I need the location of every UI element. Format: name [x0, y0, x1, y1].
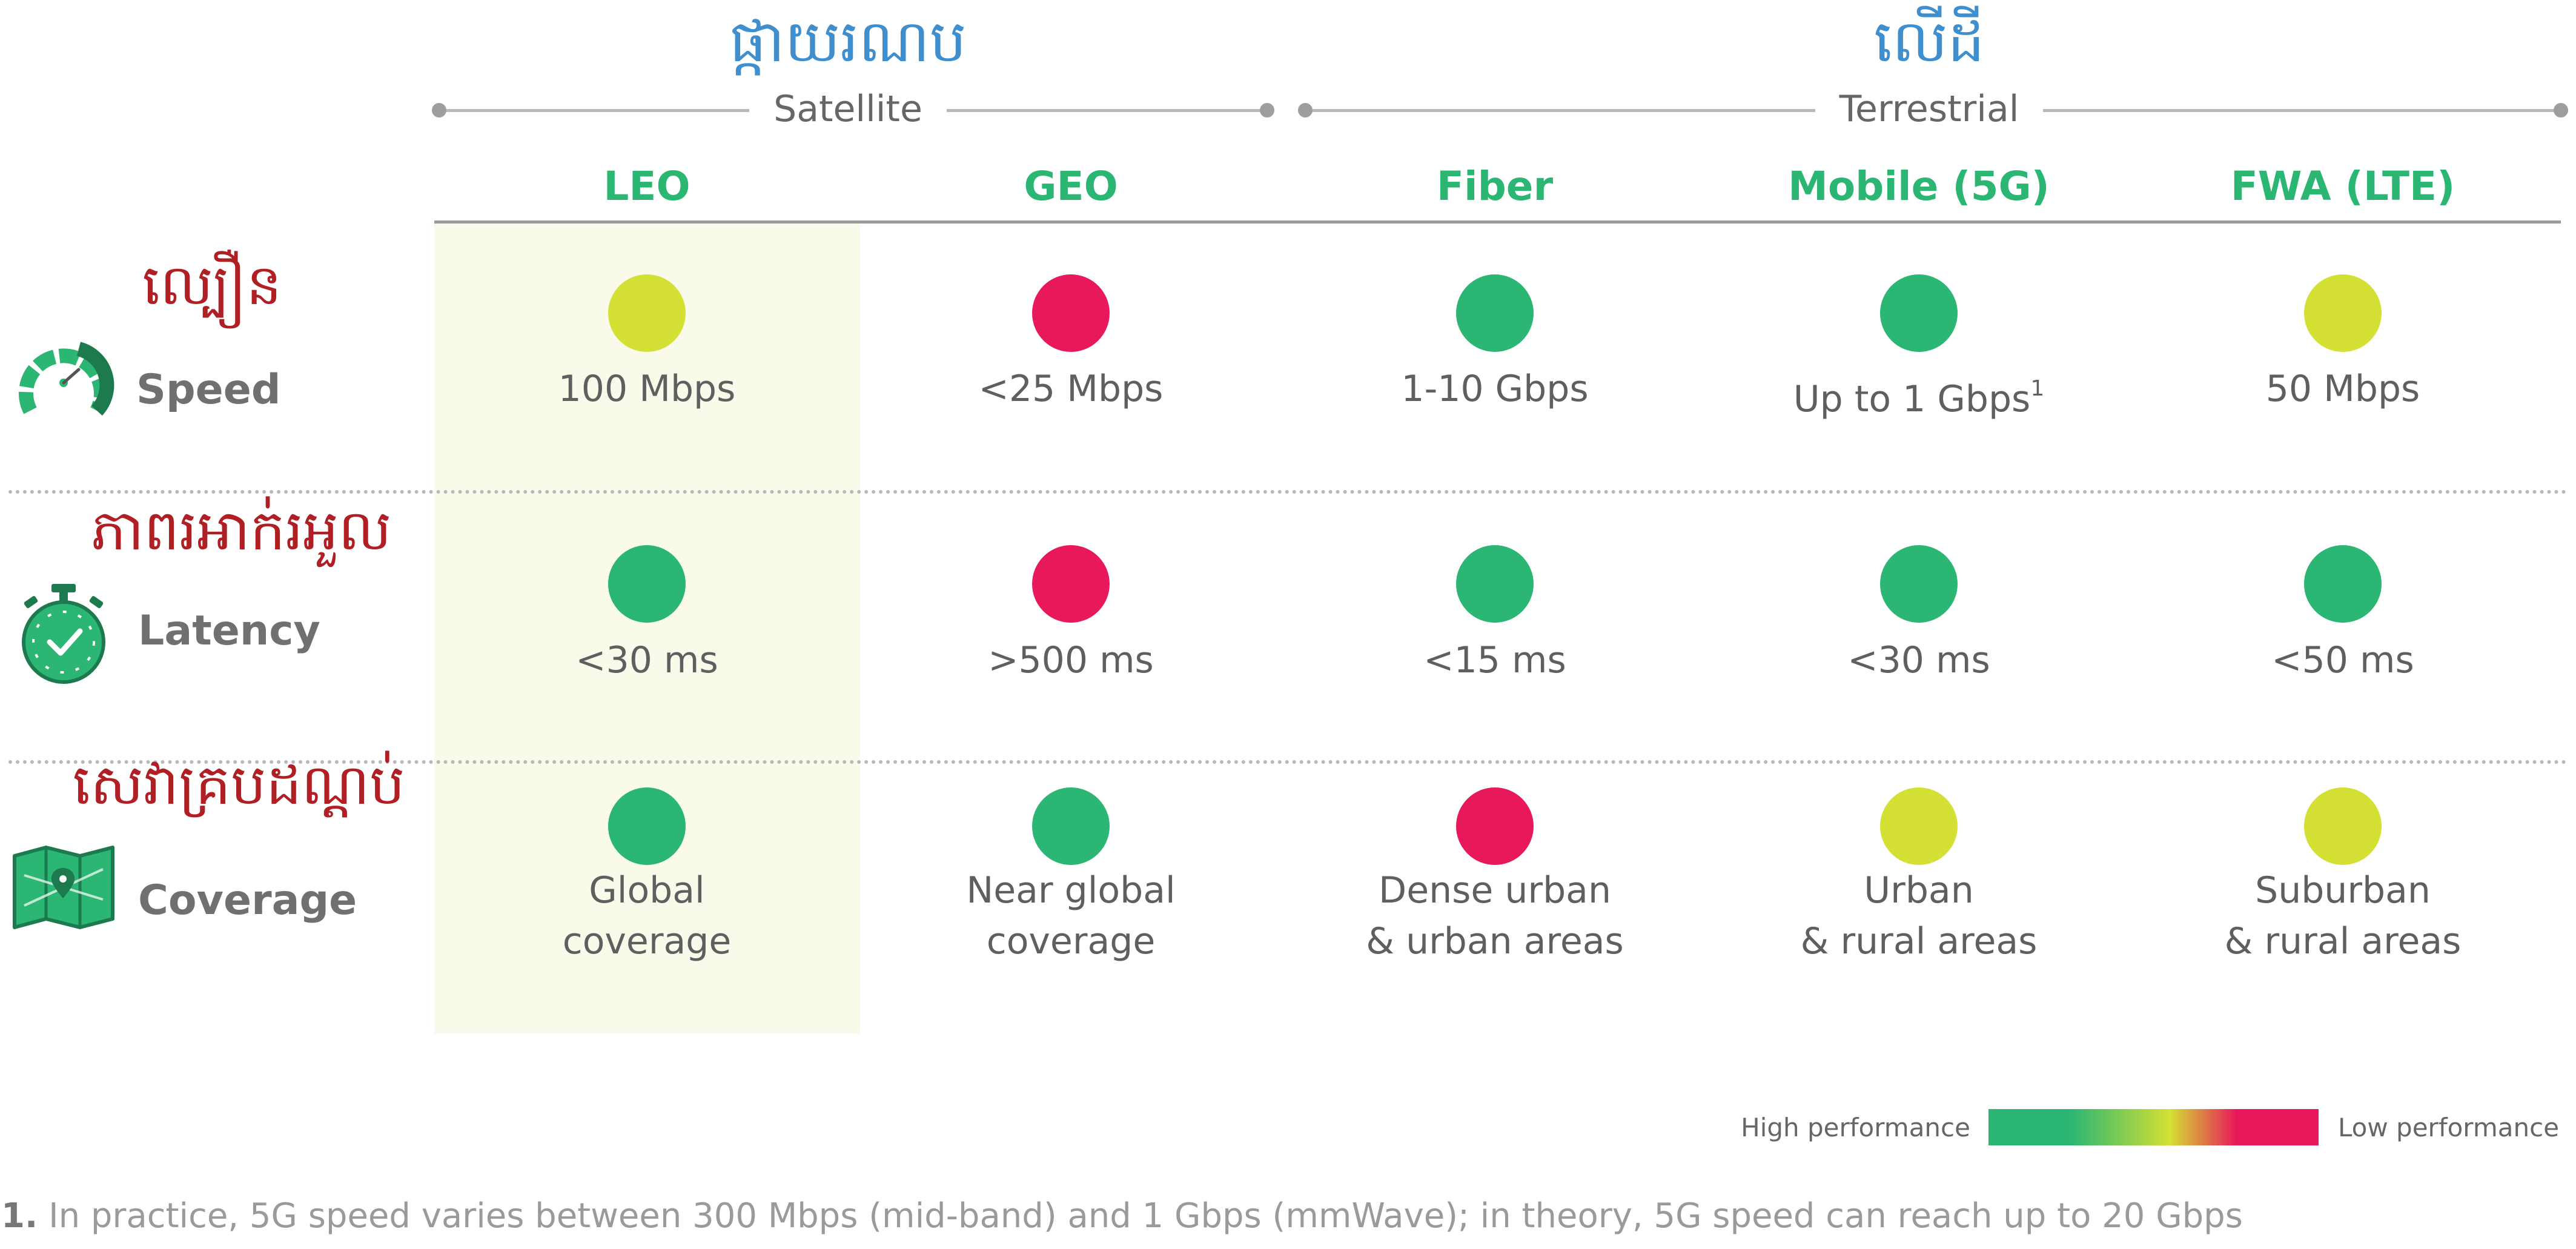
- row-khmer-coverage: សេវាគ្របដណ្ដប់: [73, 752, 405, 817]
- row-label-coverage: Coverage: [138, 876, 357, 924]
- cell-value-latency-fiber: <15 ms: [1423, 639, 1566, 681]
- column-header-geo: GEO: [1024, 163, 1118, 210]
- cell-value-speed-mobile: Up to 1 Gbps1: [1793, 376, 2045, 420]
- terrestrial-group: លើដី Terrestrial: [1290, 12, 2568, 133]
- cell-value-latency-leo: <30 ms: [575, 639, 718, 681]
- cell-value-speed-fiber: 1-10 Gbps: [1401, 368, 1589, 410]
- stopwatch-icon: [22, 584, 105, 684]
- rating-circle-latency-fiber: [1456, 545, 1534, 623]
- rating-circle-coverage-fwa: [2304, 787, 2382, 865]
- rating-circle-coverage-geo: [1032, 787, 1110, 865]
- row-separator-speed-latency: [8, 490, 2568, 494]
- rating-circle-latency-fwa: [2304, 545, 2382, 623]
- cell-value-speed-leo: 100 Mbps: [558, 368, 736, 410]
- cell-value-speed-geo: <25 Mbps: [978, 368, 1164, 410]
- footnote-reference: 1: [2030, 376, 2045, 401]
- legend-high-label: High performance: [1741, 1113, 1970, 1142]
- cell-value-latency-fwa: <50 ms: [2271, 639, 2414, 681]
- cell-value-coverage-fwa: Suburban & rural areas: [2224, 869, 2462, 962]
- rating-circle-latency-geo: [1032, 545, 1110, 623]
- terrestrial-bracket-start-dot: [1298, 103, 1313, 118]
- terrestrial-label: Terrestrial: [1815, 88, 2044, 130]
- legend-gradient-bar: [1988, 1109, 2319, 1145]
- row-khmer-speed: ល្បឿន: [142, 253, 282, 317]
- cell-value-coverage-fiber: Dense urban & urban areas: [1366, 869, 1624, 962]
- rating-circle-speed-geo: [1032, 274, 1110, 352]
- rating-circle-coverage-mobile: [1880, 787, 1958, 865]
- speedometer-icon: [19, 342, 114, 416]
- cell-value-coverage-geo: Near global coverage: [966, 869, 1176, 962]
- rating-circle-coverage-fiber: [1456, 787, 1534, 865]
- rating-circle-latency-leo: [608, 545, 686, 623]
- rating-circle-speed-leo: [608, 274, 686, 352]
- cell-value-coverage-leo: Global coverage: [562, 869, 732, 962]
- rating-circle-coverage-leo: [608, 787, 686, 865]
- map-pin-icon: [13, 846, 114, 929]
- cell-value-coverage-mobile: Urban & rural areas: [1800, 869, 2038, 962]
- row-khmer-latency: ភាពរអាក់រអួល: [91, 498, 392, 563]
- rating-circle-speed-fwa: [2304, 274, 2382, 352]
- satellite-group: ផ្កាយរណប Satellite: [424, 7, 1274, 133]
- satellite-bracket-start-dot: [432, 103, 446, 118]
- cell-value-latency-geo: >500 ms: [988, 639, 1154, 681]
- footnote-marker: 1.: [1, 1196, 38, 1236]
- row-label-speed: Speed: [136, 366, 281, 414]
- row-label-latency: Latency: [138, 607, 320, 655]
- cell-value-speed-fwa: 50 Mbps: [2265, 368, 2420, 410]
- cell-value-latency-mobile: <30 ms: [1847, 639, 1990, 681]
- terrestrial-khmer-title: លើដី: [1873, 7, 1985, 75]
- rating-circle-latency-mobile: [1880, 545, 1958, 623]
- column-header-fiber: Fiber: [1436, 163, 1554, 210]
- terrestrial-bracket-end-dot: [2554, 103, 2568, 118]
- satellite-label: Satellite: [749, 88, 947, 130]
- row-separator-latency-coverage: [8, 760, 2568, 764]
- column-header-fwa: FWA (LTE): [2230, 163, 2455, 210]
- legend-low-label: Low performance: [2338, 1113, 2560, 1142]
- satellite-khmer-title: ផ្កាយរណប: [729, 7, 967, 75]
- column-header-leo: LEO: [603, 163, 690, 210]
- header-rule: [434, 220, 2561, 224]
- footnote: 1. In practice, 5G speed varies between …: [1, 1199, 2243, 1233]
- footnote-text: In practice, 5G speed varies between 300…: [48, 1196, 2243, 1236]
- rating-circle-speed-fiber: [1456, 274, 1534, 352]
- rating-circle-speed-mobile: [1880, 274, 1958, 352]
- column-header-mobile: Mobile (5G): [1788, 163, 2050, 210]
- leo-highlight-band: [434, 223, 860, 1033]
- satellite-bracket-end-dot: [1260, 103, 1274, 118]
